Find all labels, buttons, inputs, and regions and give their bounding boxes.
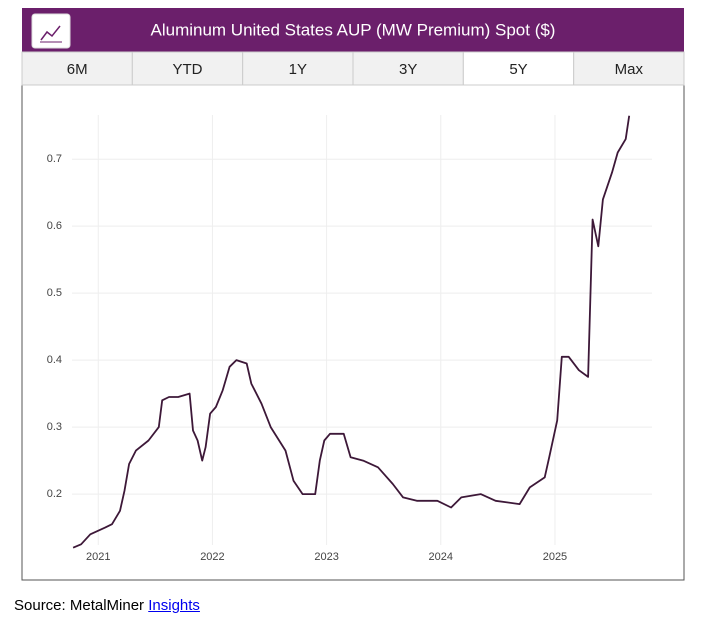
- price-line: [72, 115, 631, 549]
- x-tick-label: 2023: [314, 551, 338, 563]
- tab[interactable]: [352, 51, 464, 86]
- tab-label: 5Y: [509, 61, 527, 78]
- x-tick-label: 2022: [200, 551, 224, 563]
- plot-frame: [21, 84, 685, 581]
- chart-icon[interactable]: [31, 13, 71, 49]
- x-tick-label: 2025: [543, 551, 567, 563]
- tab-label: 6M: [67, 61, 88, 78]
- source-link[interactable]: Insights: [148, 597, 200, 614]
- chart-title: Aluminum United States AUP (MW Premium) …: [151, 20, 556, 39]
- y-tick-label: 0.5: [47, 287, 62, 299]
- x-tick-label: 2024: [429, 551, 453, 563]
- tab[interactable]: [573, 51, 685, 86]
- tab[interactable]: [21, 51, 133, 86]
- y-tick-label: 0.2: [47, 488, 62, 500]
- y-tick-label: 0.6: [47, 220, 62, 232]
- tab[interactable]: [131, 51, 244, 86]
- x-tick-label: 2021: [86, 551, 110, 563]
- tab-label: Max: [615, 61, 644, 78]
- tab-label: YTD: [173, 61, 203, 78]
- y-tick-label: 0.7: [47, 153, 62, 165]
- tab-label: 3Y: [399, 61, 417, 78]
- header-bar: [22, 8, 684, 52]
- y-tick-label: 0.3: [47, 421, 62, 433]
- tab-label: 1Y: [289, 61, 307, 78]
- source-text: Source: MetalMiner: [14, 597, 145, 614]
- icon-line: [40, 25, 61, 41]
- source: Source: MetalMiner Insights: [14, 597, 200, 614]
- y-tick-label: 0.4: [47, 354, 62, 366]
